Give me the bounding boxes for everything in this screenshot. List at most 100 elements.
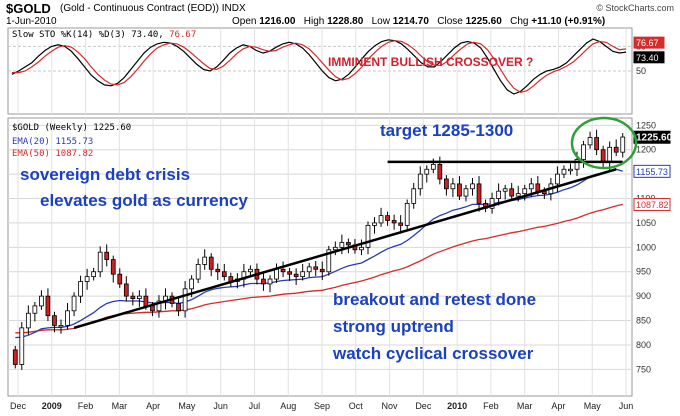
x-label-13: 2010 — [447, 401, 467, 411]
candle-body-88 — [587, 137, 593, 146]
price-legend-gold: $GOLD (Weekly) 1225.60 — [12, 123, 131, 133]
legend-ema20-value: 1155.73 — [55, 137, 94, 147]
candle-9 — [71, 292, 77, 317]
x-label-17: May — [584, 401, 602, 411]
chg-value: +11.10 (+0.91%) — [531, 16, 606, 27]
candle-body-11 — [84, 276, 90, 282]
close-label: Close — [437, 16, 463, 27]
candle-body-47 — [319, 268, 325, 273]
symbol-description: (Gold - Continuous Contract (EOD)) INDX — [60, 3, 246, 14]
candle-body-25 — [176, 303, 181, 312]
candle-28 — [195, 258, 201, 283]
candle-3 — [32, 302, 38, 322]
price-tick-label-1050: 1050 — [636, 218, 656, 228]
annotation-target: target 1285-1300 — [380, 121, 514, 140]
candle-51 — [346, 238, 351, 254]
candle-body-3 — [32, 305, 38, 314]
price-tick-label-850: 850 — [636, 316, 651, 326]
candle-69 — [463, 184, 469, 202]
candle-body-79 — [528, 183, 534, 190]
last-tag-ema20 — [633, 164, 671, 178]
candle-body-42 — [287, 271, 292, 275]
candle-body-38 — [261, 278, 266, 285]
candle-body-6 — [52, 315, 57, 326]
candle-4 — [39, 290, 44, 310]
candle-body-5 — [45, 295, 51, 317]
legend-ema50-value: 1087.82 — [55, 149, 94, 159]
candle-26 — [182, 281, 188, 318]
symbol-title: $GOLD — [6, 1, 51, 16]
sto-last-tag-k — [633, 51, 665, 64]
candle-body-46 — [313, 266, 319, 270]
x-label-2: Feb — [78, 401, 94, 411]
candle-body-65 — [437, 163, 443, 180]
candle-53 — [359, 239, 364, 256]
annotation-crossover: IMMINENT BULLISH CROSSOVER ? — [328, 55, 534, 69]
price-tick-label-800: 800 — [636, 340, 651, 350]
candle-body-76 — [509, 188, 515, 197]
ema20-line — [15, 168, 623, 339]
candle-66 — [444, 175, 449, 196]
annotation-breakout-line3: watch cyclical crossover — [333, 344, 534, 363]
x-label-12: Dec — [415, 401, 432, 411]
candle-body-92 — [613, 146, 619, 153]
candle-body-4 — [39, 295, 44, 307]
candle-71 — [476, 176, 482, 212]
candle-body-49 — [332, 246, 338, 251]
last-value-tags: 1225.60 1155.73 1087.82 — [633, 130, 673, 211]
price-tick-label-1200: 1200 — [636, 145, 656, 155]
x-label-15: Mar — [517, 401, 533, 411]
annotation-crisis-line1: sovereign debt crisis — [20, 165, 191, 184]
stochastic-lines — [11, 38, 627, 95]
candle-body-85 — [568, 168, 573, 172]
candle-body-78 — [522, 188, 528, 195]
candle-body-30 — [208, 256, 214, 270]
sto-legend-d-value: 76.67 — [169, 30, 197, 40]
candle-body-61 — [411, 188, 417, 204]
candle-body-16 — [117, 273, 123, 285]
candle-body-22 — [156, 300, 162, 312]
chg-label: Chg — [510, 16, 529, 27]
candle-body-14 — [104, 251, 110, 260]
high-value: 1228.80 — [327, 16, 364, 27]
candle-body-64 — [430, 163, 436, 170]
candle-29 — [202, 249, 208, 270]
candle-45 — [306, 262, 312, 278]
candle-61 — [411, 182, 417, 209]
price-tick-label-950: 950 — [636, 267, 651, 277]
candle-25 — [176, 297, 181, 317]
low-value: 1214.70 — [392, 16, 429, 27]
candle-0 — [12, 345, 18, 369]
stockcharts-credit[interactable]: © StockCharts.com — [596, 3, 674, 13]
candle-body-26 — [182, 288, 188, 312]
candle-58 — [391, 214, 397, 230]
candle-body-19 — [137, 295, 142, 299]
candle-body-9 — [71, 295, 77, 312]
candle-57 — [385, 211, 390, 226]
annotation-breakout-line2: strong uptrend — [333, 317, 454, 336]
candle-31 — [215, 263, 221, 281]
legend-gold-value: 1225.60 — [93, 123, 132, 133]
candle-73 — [489, 192, 495, 214]
candle-body-12 — [91, 271, 97, 278]
candle-body-8 — [65, 310, 70, 326]
sto-series-d — [12, 40, 627, 93]
candle-46 — [313, 261, 319, 277]
candle-body-54 — [365, 224, 371, 248]
candle-13 — [97, 246, 103, 278]
candle-body-66 — [444, 178, 449, 190]
candle-body-50 — [339, 242, 345, 248]
price-legend-ema50: EMA(50) 1087.82 — [12, 149, 93, 159]
x-label-4: Apr — [146, 401, 160, 411]
candle-75 — [502, 184, 508, 200]
candle-16 — [117, 268, 123, 288]
candle-body-18 — [130, 295, 136, 299]
candle-11 — [84, 268, 90, 290]
candle-body-56 — [378, 215, 384, 224]
candle-18 — [130, 292, 136, 306]
last-tag-text-ema50: 1087.82 — [636, 200, 669, 210]
candle-body-90 — [600, 149, 606, 163]
uptrend-line — [73, 168, 617, 330]
target-highlight-circle — [570, 116, 638, 170]
